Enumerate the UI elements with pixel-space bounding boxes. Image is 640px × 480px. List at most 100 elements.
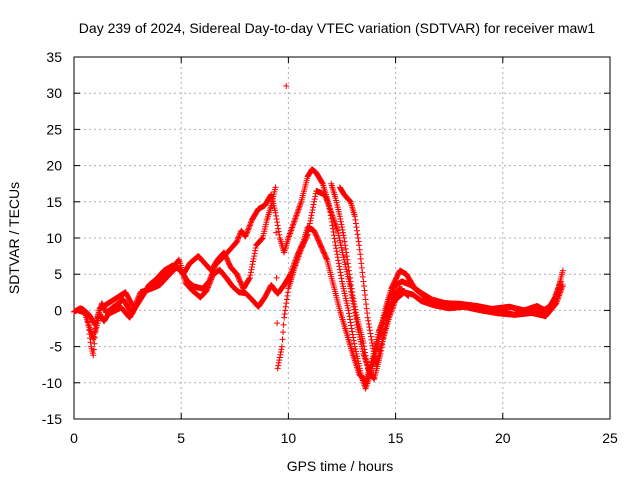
data-point-s3	[248, 263, 255, 270]
data-point-s4	[348, 285, 355, 292]
data-point-s3	[555, 284, 562, 291]
data-point-s5	[398, 286, 405, 293]
data-point-s1	[274, 222, 281, 229]
y-tick-label: 0	[54, 302, 62, 318]
data-point-s3	[273, 229, 280, 236]
data-point-s3	[311, 198, 318, 205]
y-tick-label: -10	[42, 375, 62, 391]
data-point-s5	[355, 235, 362, 241]
data-point-s4	[363, 358, 370, 365]
y-tick-label: 35	[46, 49, 62, 65]
data-point-s3	[348, 288, 355, 295]
data-point-s5	[363, 305, 370, 312]
data-point-s5	[364, 310, 371, 317]
data-point-s3	[131, 305, 138, 312]
data-point-s1	[235, 235, 242, 242]
data-point-s2	[91, 328, 98, 335]
data-point-s1	[345, 307, 352, 314]
data-point-s1	[244, 229, 251, 236]
data-point-s1	[559, 267, 566, 274]
data-point-s3	[281, 314, 288, 321]
data-point-s3	[556, 281, 563, 288]
data-point-s1	[347, 319, 354, 326]
data-point-s3	[308, 209, 315, 216]
data-point-s3	[133, 299, 140, 306]
data-point-s3	[246, 275, 253, 282]
data-point-s5	[370, 345, 377, 352]
data-point-s1	[333, 245, 340, 252]
data-point-s4	[350, 295, 357, 302]
data-point-s1	[338, 275, 345, 282]
data-point-s3	[247, 269, 254, 276]
data-point-s4	[352, 306, 359, 313]
data-point-s3	[251, 253, 258, 260]
data-point-s3	[284, 292, 291, 299]
data-point-s2	[206, 281, 213, 288]
data-point-s1	[346, 313, 353, 320]
data-point-s5	[365, 320, 372, 327]
data-point-s4	[343, 249, 350, 256]
axis-ticks: 0 5 10 15 20 25 -15 -10 -5 0 5 10 15 20 25 30 35	[42, 49, 618, 446]
data-point-s4	[340, 229, 347, 236]
x-tick-label: 15	[388, 430, 404, 446]
y-tick-label: 5	[54, 266, 62, 282]
data-point-s3	[308, 212, 315, 219]
data-point-s1	[332, 242, 339, 249]
data-point-s2	[323, 255, 330, 262]
data-point-s2	[209, 273, 216, 280]
data-point-s4	[339, 226, 346, 233]
data-point-s4	[362, 349, 369, 356]
y-tick-label: 20	[46, 158, 62, 174]
data-point-s3	[250, 255, 257, 262]
data-marks	[71, 82, 566, 392]
data-point-s1	[319, 179, 326, 186]
data-point-s5	[362, 296, 369, 303]
data-point-s5	[357, 255, 364, 262]
data-point-s4	[336, 213, 343, 220]
data-point-s4	[349, 289, 356, 296]
data-point-s4	[360, 343, 367, 350]
x-tick-label: 20	[495, 430, 511, 446]
data-point-s4	[360, 339, 367, 346]
data-point-s3	[247, 272, 254, 279]
data-point-s4	[341, 238, 348, 245]
y-tick-label: 25	[46, 121, 62, 137]
data-point-s3	[251, 250, 258, 257]
data-point-s4	[339, 224, 345, 231]
data-point-s2	[208, 276, 215, 283]
data-point-s4	[337, 215, 344, 222]
data-point-s5	[366, 327, 373, 334]
data-point-s3	[250, 258, 257, 265]
data-point-s2	[175, 257, 182, 264]
data-point-s4	[364, 362, 371, 369]
data-point-s5	[346, 197, 353, 204]
data-point-s1	[276, 231, 283, 238]
data-point-s4	[345, 263, 352, 270]
data-point-s1	[244, 228, 251, 235]
data-point-s1	[337, 269, 344, 276]
data-point-s3	[306, 220, 313, 227]
data-point-s4	[338, 221, 345, 228]
data-point-s3	[276, 357, 283, 364]
data-point-s5	[361, 287, 368, 294]
data-point-s1	[350, 337, 357, 344]
data-point-s4	[342, 242, 349, 249]
data-point-s5	[365, 317, 372, 324]
data-point-s1	[334, 254, 341, 261]
data-point-s1	[330, 228, 337, 235]
data-point-s3	[274, 365, 281, 372]
data-point-s4	[349, 292, 356, 299]
data-point-s4	[370, 375, 377, 382]
data-point-s5	[352, 216, 359, 223]
data-point-s5	[354, 227, 361, 234]
data-point-s1	[234, 237, 241, 244]
x-tick-label: 0	[70, 430, 78, 446]
y-tick-label: 15	[46, 194, 62, 210]
data-point-s5	[358, 260, 365, 267]
data-point-s3	[555, 285, 562, 292]
data-point-s3	[275, 359, 282, 366]
data-point-s4	[342, 245, 349, 252]
data-point-s3	[278, 346, 285, 353]
data-point-s4	[361, 346, 368, 353]
data-point-s3	[312, 193, 319, 200]
